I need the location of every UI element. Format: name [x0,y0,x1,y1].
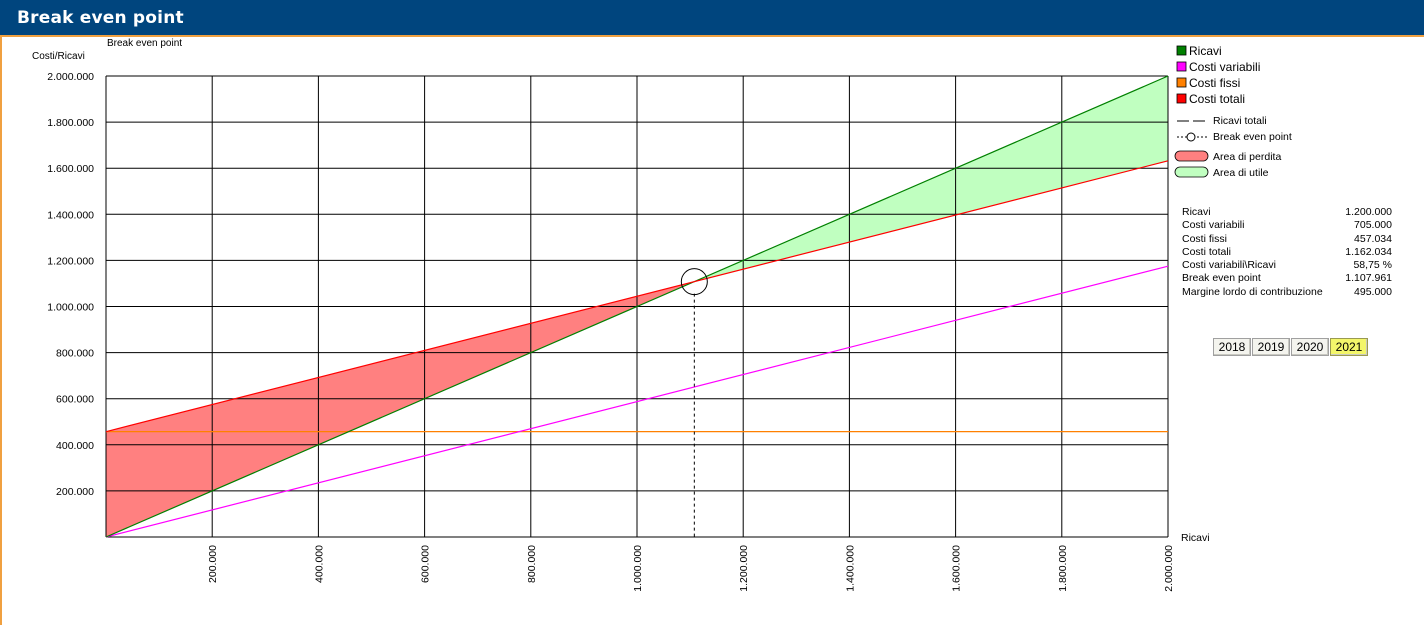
stats-row: Costi variabili\Ricavi 58,75 % [1182,259,1392,272]
stats-row: Costi fissi 457.034 [1182,233,1392,246]
stats-row: Margine lordo di contribuzione 495.000 [1182,286,1392,299]
stats-value: 495.000 [1354,285,1392,298]
x-tick-label: 800.000 [526,545,538,583]
y-axis-label: Costi/Ricavi [32,51,85,62]
series-line-ricavi [105,75,1169,538]
stats-panel: Ricavi 1.200.000 Costi variabili 705.000 Cos… [1182,206,1392,299]
stats-row: Costi totali 1.162.034 [1182,246,1392,259]
year-button-2021[interactable]: 2021 [1330,338,1368,356]
y-tick-label: 600.000 [56,394,94,406]
legend-label: Costi fissi [1189,76,1240,90]
year-button-2018[interactable]: 2018 [1213,338,1251,356]
year-button-2020[interactable]: 2020 [1291,338,1329,356]
window-title: Break even point [17,8,184,28]
y-tick-label: 800.000 [56,348,94,360]
x-tick-label: 1.200.000 [738,545,750,592]
stats-label: Costi variabili\Ricavi [1182,259,1276,272]
y-tick-label: 1.600.000 [47,163,94,175]
y-tick-label: 400.000 [56,440,94,452]
legend-label: Ricavi totali [1213,115,1267,127]
stats-value: 58,75 % [1353,259,1392,272]
x-tick-label: 1.800.000 [1057,545,1069,592]
y-tick-label: 1.800.000 [47,117,94,129]
x-tick-label: 2.000.000 [1163,545,1175,592]
stats-label: Break even point [1182,272,1261,285]
stats-row: Ricavi 1.200.000 [1182,206,1392,219]
x-tick-label: 600.000 [420,545,432,583]
chart-title: Break even point [107,38,182,49]
legend-swatch [1176,93,1187,104]
break-even-marker [680,268,708,296]
legend-label: Area di utile [1213,167,1269,179]
y-tick-label: 1.200.000 [47,255,94,267]
legend-swatch [1176,77,1187,88]
legend-area-swatch [1174,166,1209,178]
year-selector: 2018 2019 2020 2021 [1213,338,1369,356]
y-tick-label: 1.000.000 [47,302,94,314]
legend-swatch [1176,61,1187,72]
stats-label: Costi fissi [1182,232,1227,245]
legend-marker-sample [1186,132,1196,142]
y-tick-label: 200.000 [56,486,94,498]
x-axis-label: Ricavi [1181,532,1210,544]
legend-swatch [1176,45,1187,56]
stats-value: 1.107.961 [1345,272,1392,285]
stats-label: Ricavi [1182,206,1211,218]
stats-value: 1.162.034 [1345,245,1392,258]
legend-label: Area di perdita [1213,151,1281,163]
stats-label: Costi totali [1182,245,1232,258]
x-tick-label: 1.400.000 [844,545,856,592]
legend-label: Costi totali [1189,92,1245,106]
year-button-2019[interactable]: 2019 [1252,338,1290,356]
stats-value: 1.200.000 [1345,206,1392,218]
stats-label: Costi variabili [1182,219,1245,232]
series-line-costi-totali [105,160,1169,433]
x-tick-label: 1.600.000 [951,545,963,592]
stats-row: Break even point 1.107.961 [1182,272,1392,285]
legend-area-swatch [1174,150,1209,162]
x-tick-label: 400.000 [313,545,325,583]
stats-value: 457.034 [1354,232,1392,245]
series-line-costi-variabili [105,265,1169,538]
y-tick-label: 1.400.000 [47,209,94,221]
title-bar: Break even point [0,0,1424,37]
y-tick-label: 2.000.000 [47,71,94,83]
stats-value: 705.000 [1354,219,1392,232]
stats-row: Costi variabili 705.000 [1182,219,1392,232]
legend-label: Costi variabili [1189,60,1260,74]
stats-label: Margine lordo di contribuzione [1182,285,1323,298]
x-tick-label: 200.000 [207,545,219,583]
legend-label: Ricavi [1189,44,1222,58]
legend-label: Break even point [1213,131,1292,143]
x-tick-label: 1.000.000 [632,545,644,592]
